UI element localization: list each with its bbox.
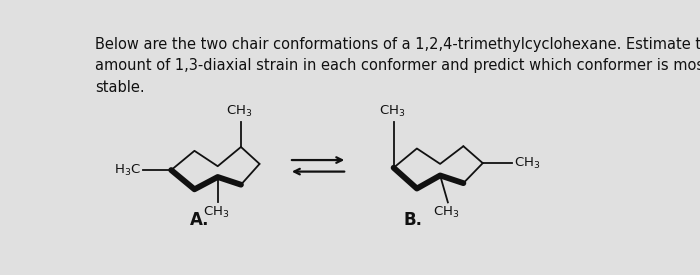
Text: H$_3$C: H$_3$C [114,163,141,178]
Text: Below are the two chair conformations of a 1,2,4-trimethylcyclohexane. Estimate : Below are the two chair conformations of… [95,37,700,95]
Text: B.: B. [403,211,423,229]
Text: CH$_3$: CH$_3$ [433,205,460,220]
Text: CH$_3$: CH$_3$ [514,156,540,171]
Text: CH$_3$: CH$_3$ [226,104,253,119]
Text: CH$_3$: CH$_3$ [379,104,405,119]
Text: A.: A. [190,211,209,229]
Text: CH$_3$: CH$_3$ [203,205,230,220]
